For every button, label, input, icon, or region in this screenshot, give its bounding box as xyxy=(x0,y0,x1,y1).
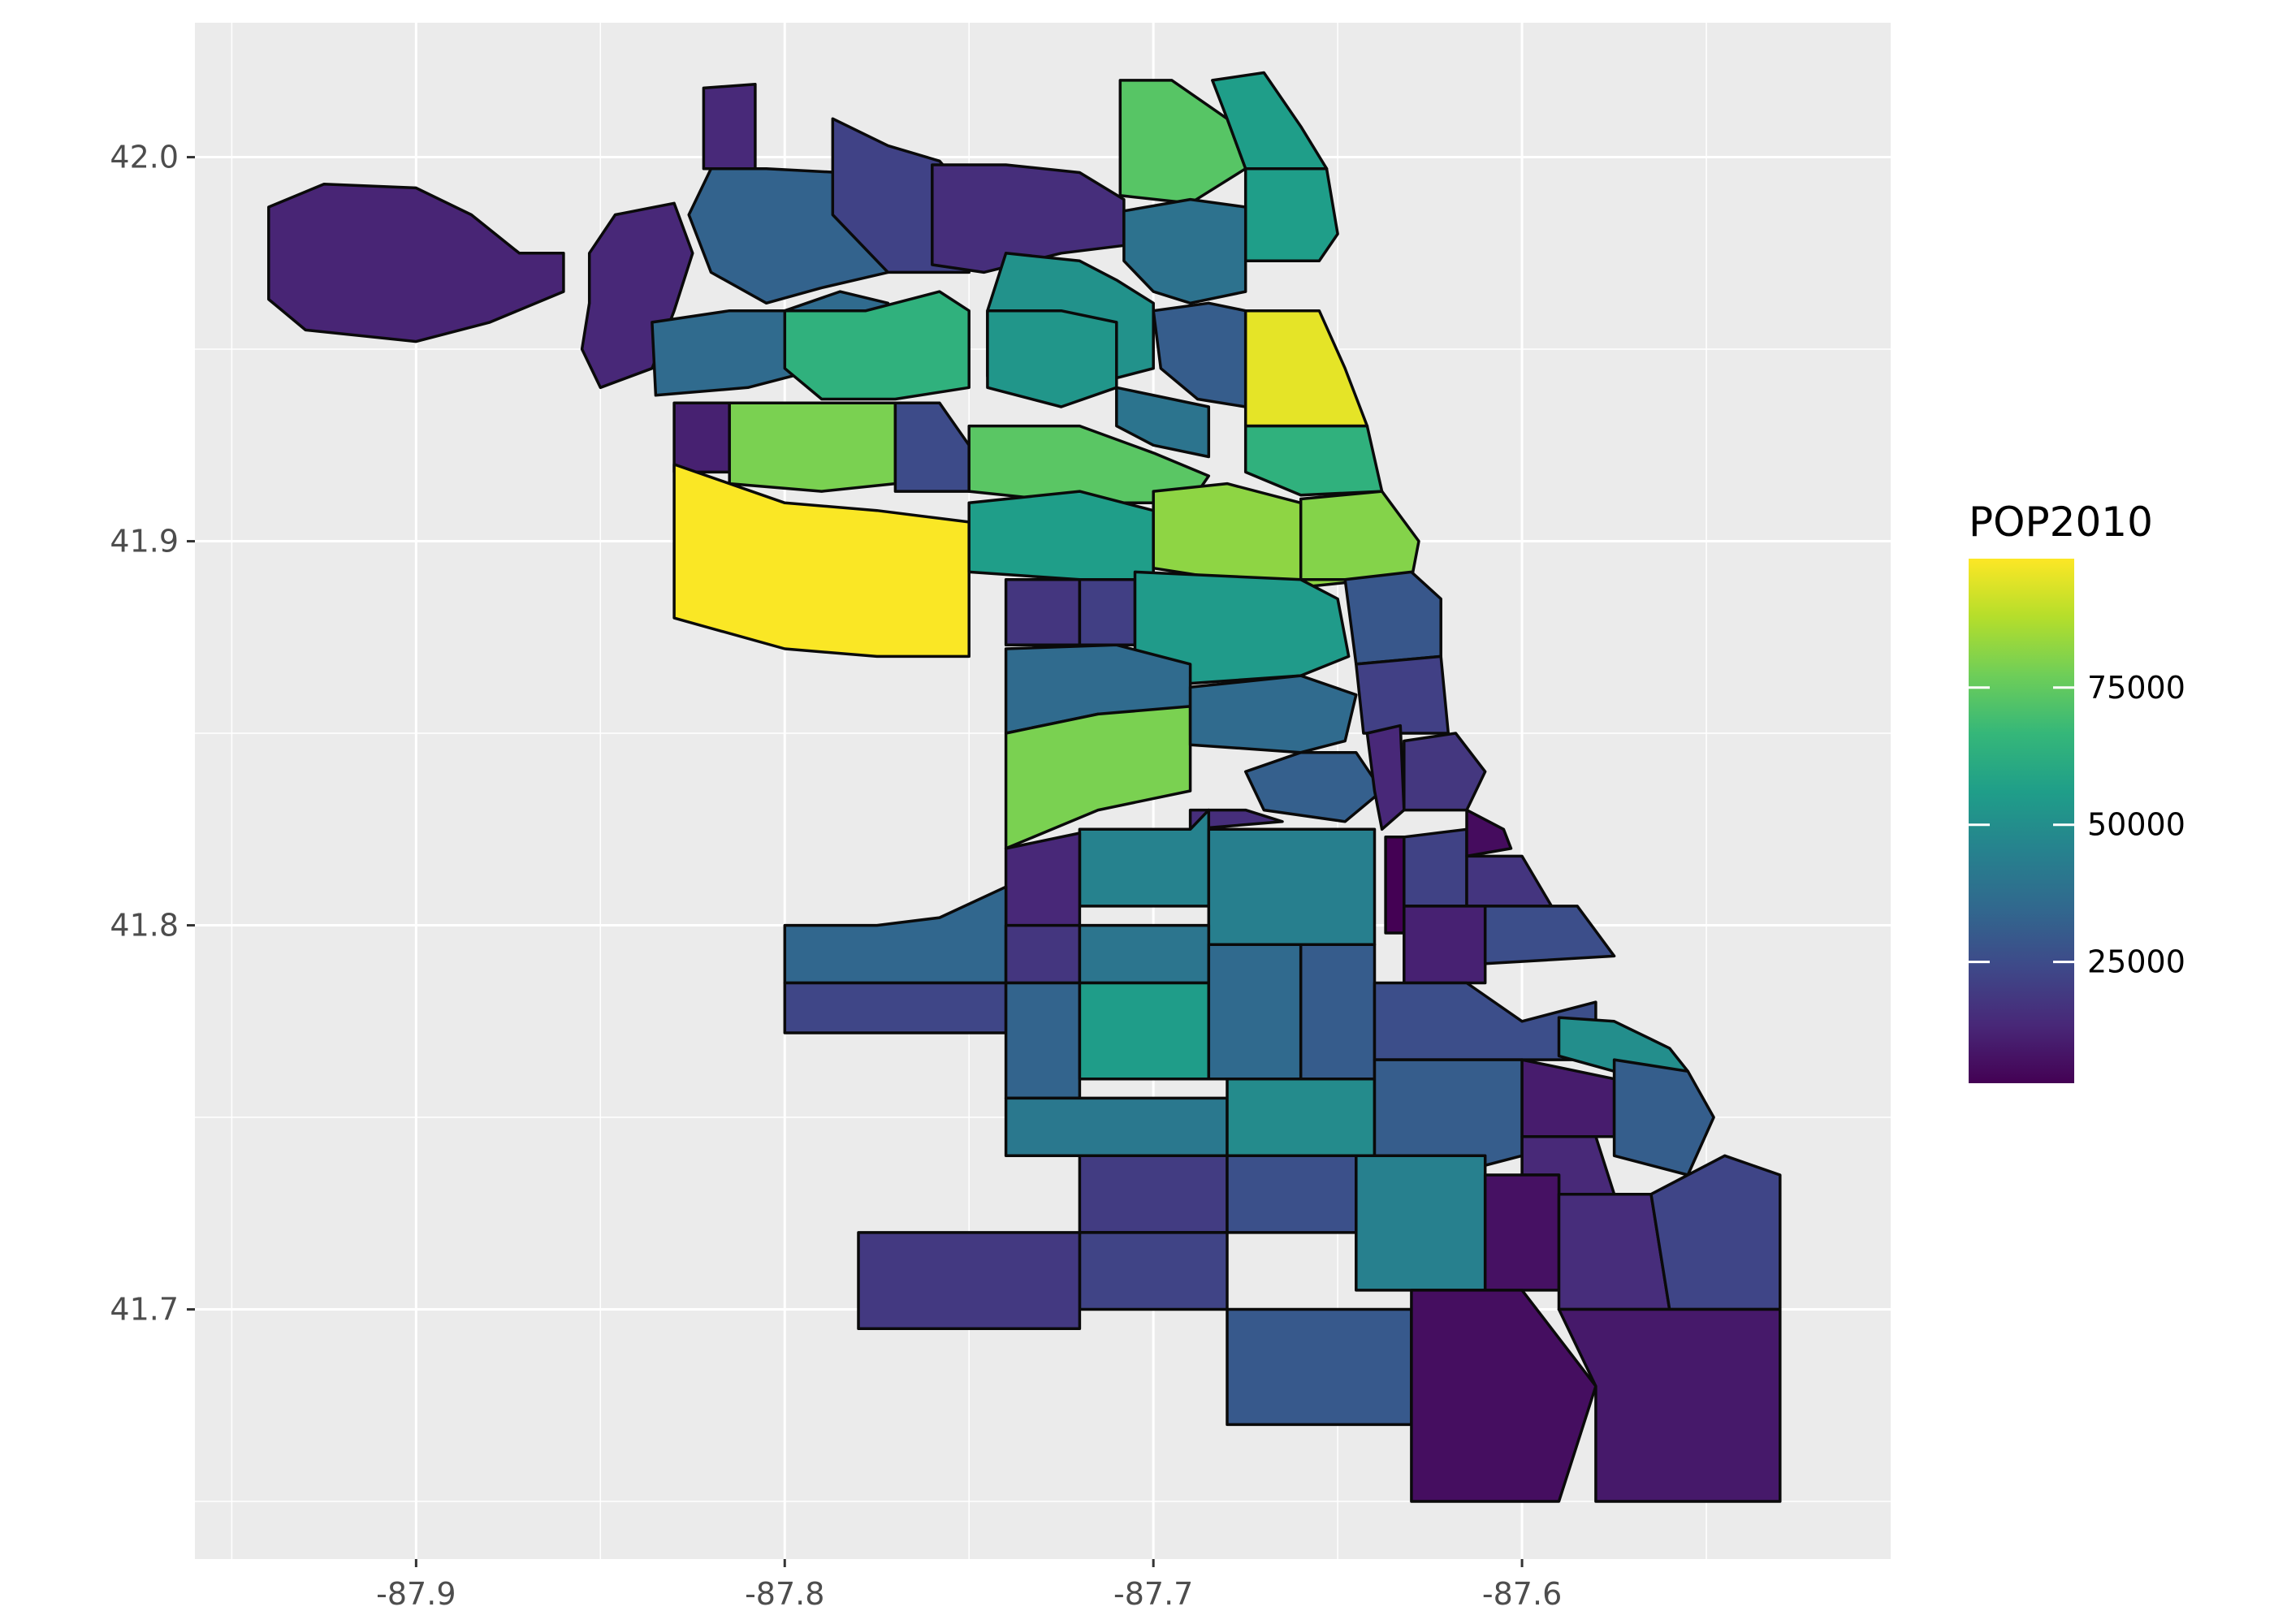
region-area: Gage Park xyxy=(1078,923,1211,985)
region-area: Auburn Gresham xyxy=(1226,1077,1377,1158)
region-area: Ashburn xyxy=(1004,1096,1229,1158)
y-tick-label: 41.9 xyxy=(110,524,179,559)
region-area: Beverly xyxy=(1078,1154,1229,1234)
region-area: Armour Square xyxy=(1365,723,1406,831)
region-area: Edgebrook xyxy=(702,82,757,171)
legend-break-label: 50000 xyxy=(2087,807,2185,843)
y-tick-label: 41.7 xyxy=(110,1292,179,1328)
region-area: Englewood xyxy=(1299,943,1377,1081)
legend: POP2010 25000 50000 75000 xyxy=(1969,499,2185,1083)
region-area: Humboldt Park xyxy=(967,490,1155,581)
region-area: West Garfield Park xyxy=(1004,578,1082,647)
region-area: Roseland xyxy=(1355,1154,1487,1292)
region-area: Austin xyxy=(672,463,971,659)
y-axis: 42.0 41.9 41.8 41.7 xyxy=(110,140,195,1328)
region-area: Bridgeport xyxy=(1243,750,1384,823)
region-area: Riverdale xyxy=(1410,1289,1597,1503)
region-area: Oakland xyxy=(1465,808,1513,858)
legend-break-label: 25000 xyxy=(2087,944,2185,980)
x-tick-label: -87.8 xyxy=(745,1576,824,1612)
legend-break-label: 75000 xyxy=(2087,670,2185,706)
region-layer: O'HareEdison Park / NorwoodJefferson Par… xyxy=(267,71,1782,1503)
region-area: Dunning xyxy=(672,401,731,474)
region-area: Avondale xyxy=(1115,386,1211,459)
region-area: McKinley Park xyxy=(1188,808,1284,831)
region-area: West Lawn xyxy=(1004,981,1082,1100)
region-area: West Englewood xyxy=(1207,943,1303,1081)
region-area: West Pullman xyxy=(1226,1307,1413,1427)
region-area: Lincoln Square xyxy=(1122,197,1247,305)
y-tick-label: 41.8 xyxy=(110,908,179,944)
region-area: Near North Side xyxy=(1299,490,1420,581)
x-axis: -87.9 -87.8 -87.7 -87.6 xyxy=(376,1559,1562,1612)
region-area: East Garfield Park xyxy=(1078,578,1137,647)
region-area: New City xyxy=(1207,827,1377,946)
region-area: Lower West Side xyxy=(1188,674,1358,754)
region-area: O'Hare xyxy=(267,182,565,343)
region-area: Near South Side xyxy=(1355,654,1450,735)
region-area: East Side xyxy=(1649,1154,1782,1311)
region-area: Irving Park xyxy=(986,309,1118,408)
legend-ticks: 25000 50000 75000 xyxy=(1969,670,2185,980)
region-area: Montclare / Belmont Cragin xyxy=(728,401,897,493)
region-area: Clearing xyxy=(783,981,1008,1034)
region-area: Washington Park xyxy=(1403,905,1487,985)
region-area: Lincoln Park xyxy=(1243,424,1384,497)
region-area: Grand Boulevard xyxy=(1403,827,1468,908)
y-tick-label: 42.0 xyxy=(110,140,179,175)
region-area: Lake View xyxy=(1243,309,1369,428)
region-area: Douglas xyxy=(1403,732,1487,812)
legend-title: POP2010 xyxy=(1969,499,2153,546)
region-area: Mount Greenwood xyxy=(857,1231,1082,1330)
x-tick-label: -87.7 xyxy=(1113,1576,1193,1612)
x-tick-label: -87.6 xyxy=(1482,1576,1562,1612)
region-area: Uptown xyxy=(1243,166,1339,263)
region-area: Chicago Lawn xyxy=(1078,981,1211,1081)
x-tick-label: -87.9 xyxy=(376,1576,456,1612)
region-area: Hyde Park xyxy=(1483,905,1616,965)
region-area: South Chicago xyxy=(1612,1058,1715,1177)
region-area: West Elsdon xyxy=(1004,923,1082,985)
region-area: Washington Heights xyxy=(1226,1154,1358,1234)
region-area: Morgan Park xyxy=(1078,1231,1229,1311)
region-area: Hegewisch xyxy=(1557,1307,1782,1503)
legend-colorbar xyxy=(1969,559,2074,1083)
region-area: Pullman xyxy=(1483,1173,1561,1292)
region-area: Portage Park xyxy=(783,290,971,401)
region-area: Loop xyxy=(1343,570,1442,666)
region-area: Fuller Park xyxy=(1384,836,1406,935)
region-area: Archer Heights xyxy=(1004,831,1082,935)
